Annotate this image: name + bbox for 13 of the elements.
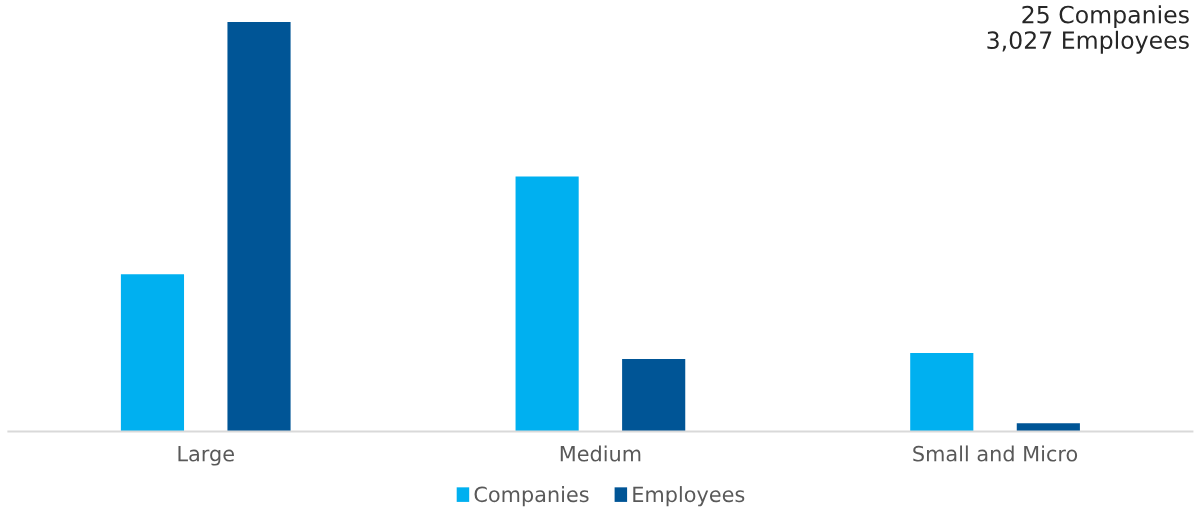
annotation: 25 Companies bbox=[1022, 5, 1189, 29]
bar bbox=[1016, 423, 1080, 432]
bar bbox=[120, 274, 185, 432]
annotation: 3,027 Employees bbox=[987, 30, 1189, 54]
legend-label: Employees bbox=[633, 486, 745, 507]
bar bbox=[622, 359, 686, 432]
x-tick-label: Small and Micro bbox=[913, 445, 1078, 462]
x-tick-label: Large bbox=[178, 446, 234, 466]
bar bbox=[227, 22, 291, 432]
bar bbox=[515, 176, 579, 432]
bar bbox=[910, 352, 974, 432]
x-tick-label: Medium bbox=[560, 445, 641, 462]
legend-label: Companies bbox=[474, 486, 589, 507]
